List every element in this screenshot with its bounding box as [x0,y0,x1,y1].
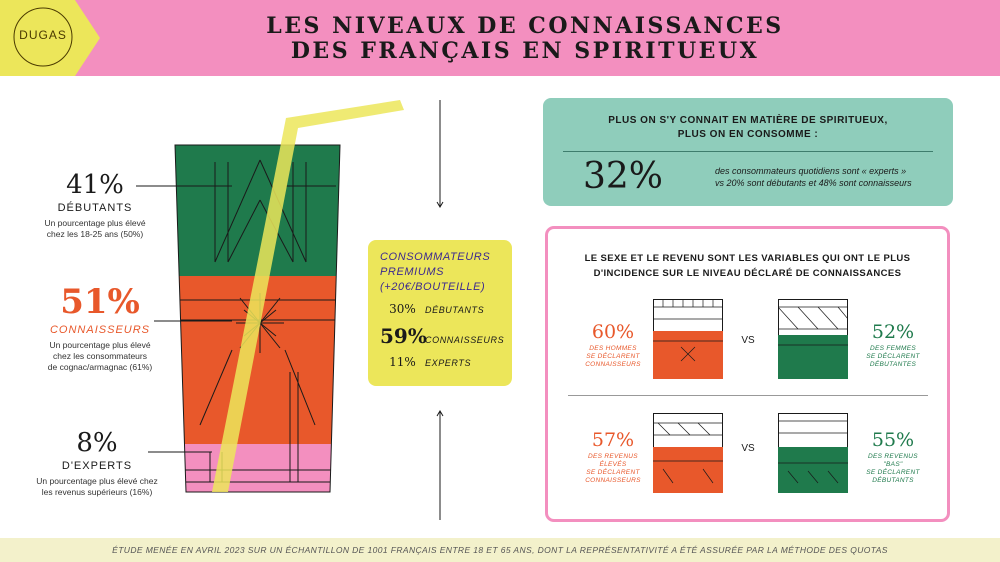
women-glass-icon [778,299,848,379]
consumption-heading-line: PLUS ON EN CONSOMME : [677,129,819,140]
premium-value: 59% [380,324,427,348]
variables-heading-line: LE SEXE ET LE REVENU SONT LES VARIABLES … [584,253,911,264]
comparison-label-line: DÉBUTANTES [869,361,917,368]
premium-title-line: CONSOMMATEURS [380,251,491,263]
comparison-label-line: DES FEMMES [870,345,916,352]
comparison-label-line: SE DÉCLARENT [586,353,640,360]
stat-experts: 8% D'EXPERTS Un pourcentage plus élevé c… [22,428,172,498]
variables-heading: LE SEXE ET LE REVENU SONT LES VARIABLES … [548,251,947,281]
footer: ÉTUDE MENÉE EN AVRIL 2023 SUR UN ÉCHANTI… [0,538,1000,562]
stat-label: DÉBUTANTS [57,202,133,214]
title-line-1: LES NIVEAUX DE CONNAISSANCES [266,13,784,39]
comparison-label-line: "BAS" [883,461,903,468]
comparison-label-line: ÉLEVÉS [599,461,627,468]
premium-title-line: PREMIUMS [380,266,445,278]
premium-row: 59% CONNAISSEURS [380,324,504,348]
stat-label: CONNAISSEURS [49,324,151,336]
consumption-line-1: des consommateurs quotidiens sont « expe… [715,166,907,176]
straw-icon [212,100,404,492]
premium-label: DÉBUTANTS [425,305,485,315]
men-glass-icon [653,299,723,379]
consumption-heading: PLUS ON S'Y CONNAIT EN MATIÈRE DE SPIRIT… [543,114,953,142]
comparison-pct: 55% [871,429,915,451]
variables-box: LE SEXE ET LE REVENU SONT LES VARIABLES … [545,226,950,522]
stat-debutants: 41% DÉBUTANTS Un pourcentage plus élevé … [30,170,160,240]
brand-tab: DUGAS [0,0,100,76]
premium-row: 30% DÉBUTANTS [380,302,500,316]
stat-connaisseurs: 51% CONNAISSEURS Un pourcentage plus éle… [30,282,170,373]
stat-desc: Un pourcentage plus élevé chez les conso… [30,340,170,373]
premium-consumers-box: CONSOMMATEURS PREMIUMS (+20€/BOUTEILLE) … [368,240,512,386]
consumption-box: PLUS ON S'Y CONNAIT EN MATIÈRE DE SPIRIT… [543,98,953,206]
comparison-label: DES REVENUS ÉLEVÉS SE DÉCLARENT CONNAISS… [573,453,653,485]
stat-desc-line: Un pourcentage plus élevé chez [36,476,158,486]
comparison-label-line: DÉBUTANTS [872,477,914,484]
glass-pattern [180,159,336,483]
stat-desc: Un pourcentage plus élevé chez les reven… [22,476,172,498]
stat-desc-line: Un pourcentage plus élevé [44,218,146,228]
stat-desc-line: les revenus supérieurs (16%) [41,487,153,497]
comparison-pct: 60% [591,321,635,343]
consumption-line-2: vs 20% sont débutants et 48% sont connai… [715,178,912,188]
consumption-pct: 32% [583,156,664,197]
comparison-label: DES HOMMES SE DÉCLARENT CONNAISSEURS [573,345,653,369]
glass-illustration [136,100,444,520]
variables-heading-line: D'INCIDENCE SUR LE NIVEAU DÉCLARÉ DE CON… [593,268,902,279]
header-banner: DUGAS LES NIVEAUX DE CONNAISSANCES DES F… [0,0,1000,76]
premium-value: 30% [389,302,416,316]
stat-desc-line: de cognac/armagnac (61%) [47,362,153,372]
comparison-label-line: DES REVENUS [868,453,918,460]
premium-label: CONNAISSEURS [425,335,505,345]
decorative-arrows [436,100,444,520]
brand-logo: DUGAS [19,28,67,42]
footer-note: ÉTUDE MENÉE EN AVRIL 2023 SUR UN ÉCHANTI… [112,545,888,555]
premium-title-line: (+20€/BOUTEILLE) [380,281,486,293]
stat-pct: 51% [60,282,140,322]
comparison-label: DES REVENUS "BAS" SE DÉCLARENT DÉBUTANTS [853,453,933,485]
comparison-pct: 57% [591,429,635,451]
vs-label: VS [741,335,755,346]
page-title: LES NIVEAUX DE CONNAISSANCES DES FRANÇAI… [150,14,900,64]
stat-desc-line: Un pourcentage plus élevé [49,340,151,350]
stat-pct: 8% [76,428,118,458]
comparison-label-line: SE DÉCLARENT [866,353,920,360]
comparison-label: DES FEMMES SE DÉCLARENT DÉBUTANTES [853,345,933,369]
glass-segment-experts [175,444,340,492]
premium-title: CONSOMMATEURS PREMIUMS (+20€/BOUTEILLE) [380,250,500,295]
stat-desc: Un pourcentage plus élevé chez les 18-25… [30,218,160,240]
premium-row: 11% EXPERTS [380,355,500,369]
comparison-label-line: SE DÉCLARENT [866,469,920,476]
premium-label: EXPERTS [425,358,472,368]
stat-desc-line: chez les consommateurs [52,351,147,361]
divider [563,151,933,152]
premium-value: 11% [389,355,416,369]
comparison-label-line: SE DÉCLARENT [586,469,640,476]
comparison-pct: 52% [871,321,915,343]
consumption-heading-line: PLUS ON S'Y CONNAIT EN MATIÈRE DE SPIRIT… [608,115,888,126]
vs-label: VS [741,443,755,454]
comparison-label-line: CONNAISSEURS [585,477,641,484]
low-income-glass-icon [778,413,848,493]
stat-pct: 41% [66,170,124,200]
stat-desc-line: chez les 18-25 ans (50%) [46,229,144,239]
stat-label: D'EXPERTS [61,460,133,472]
comparison-label-line: DES HOMMES [589,345,637,352]
high-income-glass-icon [653,413,723,493]
divider [568,395,928,396]
comparison-label-line: CONNAISSEURS [585,361,641,368]
comparison-label-line: DES REVENUS [588,453,638,460]
title-line-2: DES FRANÇAIS EN SPIRITUEUX [290,38,760,64]
